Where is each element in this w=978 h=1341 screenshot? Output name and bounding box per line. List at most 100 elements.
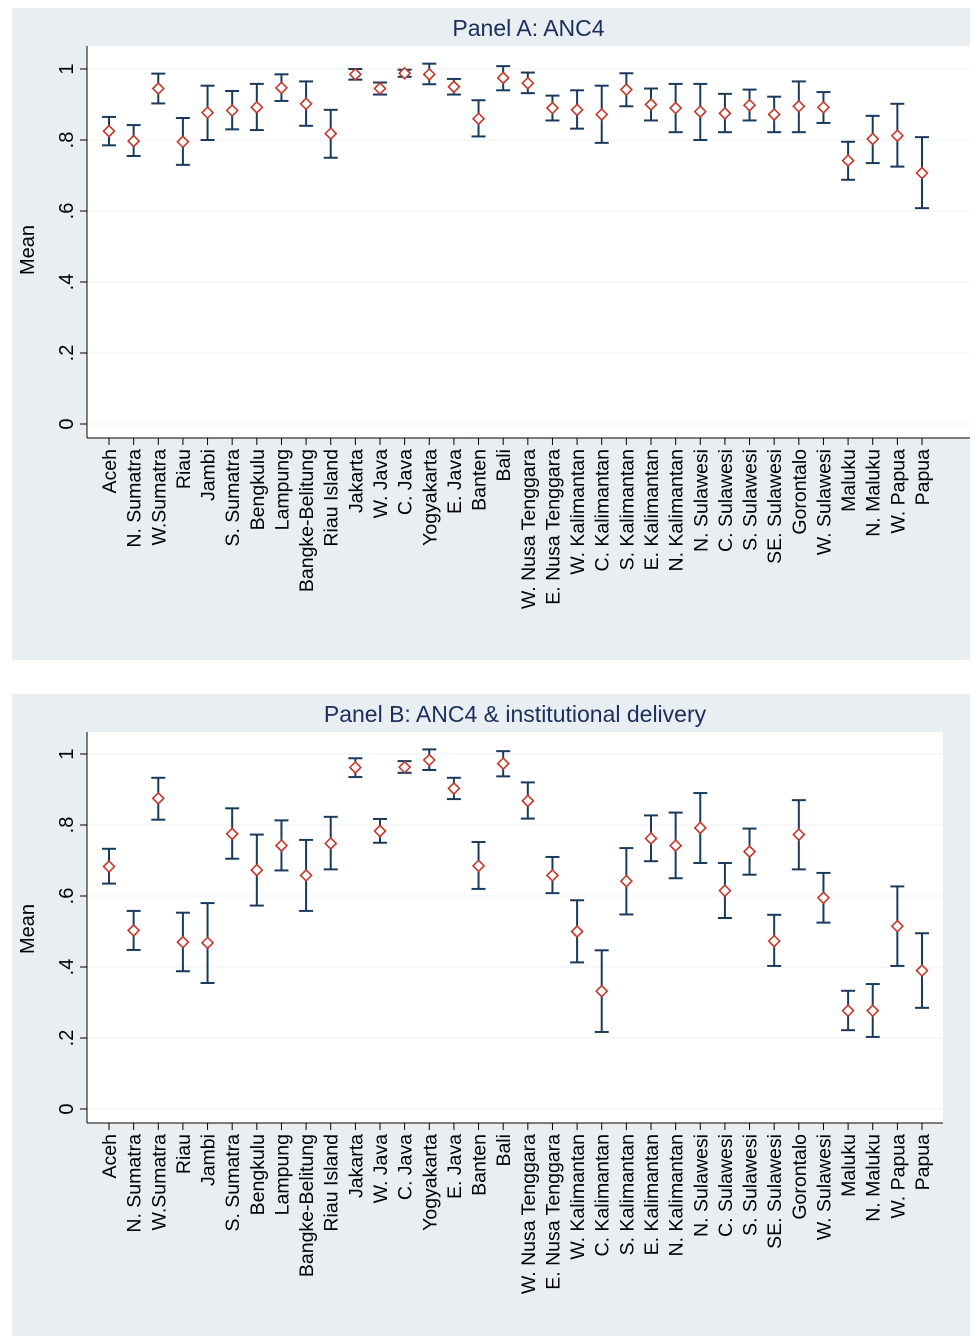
- x-tick-label: E. Nusa Tenggara: [542, 449, 564, 605]
- x-tick-label: Yogyakarta: [419, 1134, 441, 1231]
- mean-marker: [447, 80, 461, 94]
- ci-errorbar: [841, 140, 856, 181]
- ci-errorbar: [693, 82, 708, 141]
- y-axis-label: Mean: [17, 904, 39, 954]
- mean-marker: [471, 112, 486, 126]
- x-tick-label: W. Nusa Tenggara: [518, 1134, 540, 1294]
- ci-errorbar: [668, 811, 683, 880]
- mean-marker: [496, 756, 510, 771]
- y-tick-label: 0: [56, 418, 78, 429]
- ci-errorbar: [323, 815, 338, 871]
- ci-errorbar: [594, 84, 609, 144]
- ci-errorbar: [890, 102, 905, 168]
- mean-marker: [866, 132, 880, 146]
- ci-errorbar: [791, 80, 806, 134]
- mean-marker: [299, 97, 313, 111]
- ci-errorbar: [225, 90, 240, 131]
- x-tick-label: W. Kalimantan: [567, 449, 589, 575]
- x-tick-label: E. Java: [444, 449, 466, 514]
- x-tick-label: W.Sumatra: [148, 1134, 170, 1231]
- ci-errorbar: [841, 989, 856, 1032]
- ci-errorbar: [102, 847, 116, 885]
- ci-errorbar: [717, 92, 732, 134]
- x-tick-label: S. Sulawesi: [740, 1134, 762, 1236]
- mean-marker: [718, 884, 732, 898]
- ci-errorbar: [742, 827, 757, 876]
- mean-marker: [447, 781, 461, 796]
- ci-errorbar: [496, 65, 511, 92]
- x-tick-label: Bangke-Belitung: [296, 449, 318, 592]
- x-tick-label: Lampung: [271, 1134, 293, 1215]
- ci-errorbar: [816, 871, 831, 924]
- x-tick-label: W. Sulawesi: [813, 449, 835, 555]
- x-tick-label: E. Kalimantan: [641, 449, 663, 570]
- ci-errorbar: [151, 72, 166, 105]
- mean-marker: [545, 868, 560, 883]
- x-tick-label: N. Maluku: [863, 449, 885, 537]
- ci-errorbar: [520, 781, 535, 820]
- mean-marker: [348, 760, 362, 775]
- x-tick-label: Gorontalo: [789, 449, 811, 535]
- ci-errorbar: [915, 136, 929, 210]
- ci-errorbar: [348, 757, 363, 779]
- ci-errorbar: [299, 80, 314, 127]
- x-tick-label: C. Sulawesi: [715, 449, 737, 552]
- ci-errorbar: [175, 911, 190, 973]
- ci-errorbar: [249, 833, 264, 907]
- mean-marker: [422, 67, 436, 81]
- x-tick-label: E. Nusa Tenggara: [542, 1134, 564, 1290]
- x-tick-label: Jakarta: [345, 1134, 367, 1198]
- ci-errorbar: [200, 84, 215, 141]
- x-tick-label: Jambi: [198, 1134, 220, 1186]
- ci-errorbar: [299, 838, 314, 912]
- y-tick-label: .8: [56, 817, 78, 834]
- panel-a-chart: Panel A: ANC4 0 .2 .4 .6 .8 1 Mean Aceh N. Sumatr…: [17, 15, 970, 609]
- chart-title: Panel B: ANC4 & institutional delivery: [324, 701, 707, 727]
- x-tick-label: Jakarta: [345, 449, 367, 513]
- mean-marker: [324, 126, 338, 141]
- x-tick-label: Banten: [469, 1134, 491, 1196]
- y-tick-label: 0: [56, 1103, 78, 1114]
- x-tick-label: N. Kalimantan: [666, 1134, 688, 1256]
- ci-errorbar: [348, 67, 363, 81]
- x-tick-label: C. Java: [395, 1134, 417, 1200]
- y-tick-label: .2: [56, 1030, 78, 1047]
- ci-errorbar: [126, 909, 141, 951]
- mean-marker: [176, 135, 190, 149]
- ci-errorbar: [373, 81, 387, 96]
- ci-errorbar: [742, 88, 757, 122]
- ci-errorbar: [446, 77, 461, 96]
- mean-marker: [225, 827, 239, 841]
- x-tick-label: S. Kalimantan: [616, 1134, 638, 1255]
- ci-errorbar: [225, 807, 240, 860]
- x-tick-label: Riau Island: [321, 1134, 343, 1232]
- mean-marker: [816, 100, 831, 114]
- y-tick-label: .8: [56, 132, 78, 149]
- plot-area: [87, 46, 970, 438]
- x-tick-label: Riau Island: [321, 449, 343, 547]
- ci-errorbar: [767, 95, 782, 134]
- mean-marker: [693, 104, 707, 119]
- ci-errorbar: [200, 902, 215, 984]
- x-tick-label: W.Sumatra: [148, 449, 170, 546]
- ci-errorbar: [644, 87, 658, 122]
- mean-marker: [299, 868, 313, 883]
- ci-errorbar: [570, 899, 585, 964]
- x-tick-label: S. Sulawesi: [740, 449, 762, 551]
- x-tick-label: W. Nusa Tenggara: [518, 449, 540, 609]
- mean-marker: [102, 124, 116, 138]
- mean-marker: [915, 166, 929, 180]
- mean-marker: [866, 1004, 880, 1018]
- mean-marker: [373, 824, 387, 838]
- mean-marker: [496, 71, 510, 85]
- mean-marker: [102, 859, 116, 874]
- ci-errorbar: [249, 82, 264, 132]
- x-tick-label: Aceh: [99, 449, 121, 493]
- ci-errorbar: [422, 62, 437, 86]
- mean-marker: [890, 919, 904, 933]
- x-tick-label: Maluku: [838, 1134, 860, 1197]
- panel-b-chart: Panel B: ANC4 & institutional delivery 0.…: [17, 701, 943, 1294]
- mean-marker: [792, 827, 806, 842]
- y-tick-label: .6: [56, 888, 78, 905]
- ci-errorbar: [890, 885, 905, 967]
